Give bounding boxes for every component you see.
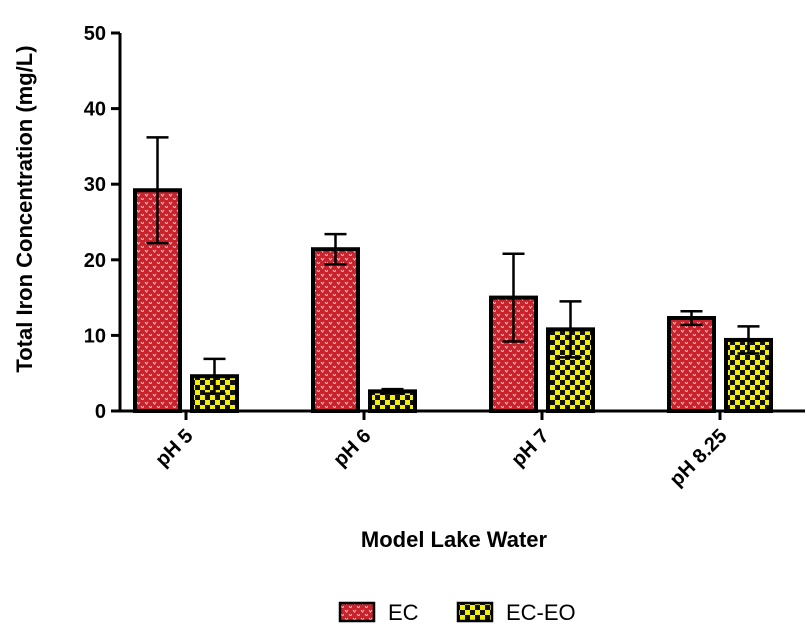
y-tick-label: 50 — [84, 23, 106, 45]
x-axis: pH 5 pH 6 pH 7 pH 8.25 — [120, 409, 805, 491]
legend-label-ec-eo: EC-EO — [506, 600, 576, 625]
legend-label-ec: EC — [388, 600, 419, 625]
y-tick-label: 30 — [84, 174, 106, 196]
legend-swatch-ec-eo — [456, 601, 494, 623]
y-axis-title: Total Iron Concentration (mg/L) — [12, 45, 37, 372]
legend-swatch-ec — [338, 601, 376, 623]
x-tick-label-ph-5: pH 5 — [151, 425, 197, 471]
y-tick-label: 40 — [84, 99, 106, 121]
y-tick-label: 20 — [84, 250, 106, 272]
bar-ec-ph-8-25 — [667, 316, 716, 413]
x-tick-label-ph-7: pH 7 — [507, 425, 553, 471]
y-tick-label: 10 — [84, 325, 106, 347]
x-tick-label-ph-8-25: pH 8.25 — [666, 425, 732, 491]
y-tick-label: 0 — [95, 401, 106, 423]
x-tick-label-ph-6: pH 6 — [329, 425, 375, 471]
bars — [133, 136, 773, 414]
legend: EC EC-EO — [338, 600, 576, 625]
y-axis: 0 10 20 30 40 50 — [84, 23, 122, 423]
x-axis-title: Model Lake Water — [361, 527, 548, 552]
bar-ec-ph-6 — [311, 247, 360, 413]
